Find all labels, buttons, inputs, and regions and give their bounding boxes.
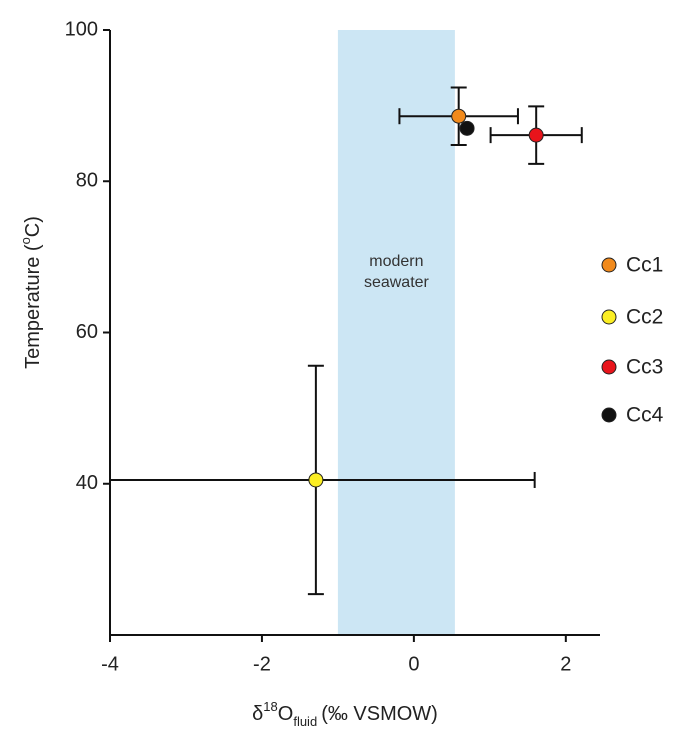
y-axis-label: Temperature (oC) — [18, 216, 44, 369]
point — [528, 127, 544, 143]
point — [459, 120, 475, 136]
legend-label: Cc1 — [626, 254, 663, 277]
legend-marker — [601, 309, 617, 325]
y-tick-label: 60 — [76, 321, 98, 343]
x-tick-label: -4 — [101, 653, 119, 675]
y-tick-label: 40 — [76, 472, 98, 494]
x-axis-label: δ18Ofluid (‰ VSMOW) — [252, 699, 438, 729]
legend-label: Cc4 — [626, 404, 664, 427]
x-axis-label-part: (‰ VSMOW) — [321, 703, 438, 725]
seawater-band — [337, 30, 455, 635]
band-label: seawater — [364, 274, 430, 291]
legend-marker — [601, 359, 617, 375]
plot-area — [110, 30, 583, 635]
x-axis-label-part: δ — [252, 703, 263, 725]
y-tick-label: 80 — [76, 170, 98, 192]
x-tick-label: 0 — [408, 653, 419, 675]
point — [308, 472, 324, 488]
point — [451, 108, 467, 124]
y-axis-label-part: o — [18, 237, 33, 244]
x-axis-label-part: fluid — [293, 714, 317, 729]
x-axis-label-part: 18 — [263, 699, 277, 714]
legend-marker — [601, 407, 617, 423]
x-tick-label: 2 — [560, 653, 571, 675]
y-tick-label: 100 — [65, 18, 98, 40]
legend-label: Cc3 — [626, 356, 663, 379]
legend-label: Cc2 — [626, 306, 663, 329]
legend-marker — [601, 257, 617, 273]
x-axis-label-part: O — [278, 703, 294, 725]
y-axis-label-part: C) — [22, 216, 44, 237]
y-axis-label-part: Temperature ( — [22, 244, 44, 369]
x-tick-label: -2 — [253, 653, 271, 675]
band-label: modern — [369, 253, 423, 270]
